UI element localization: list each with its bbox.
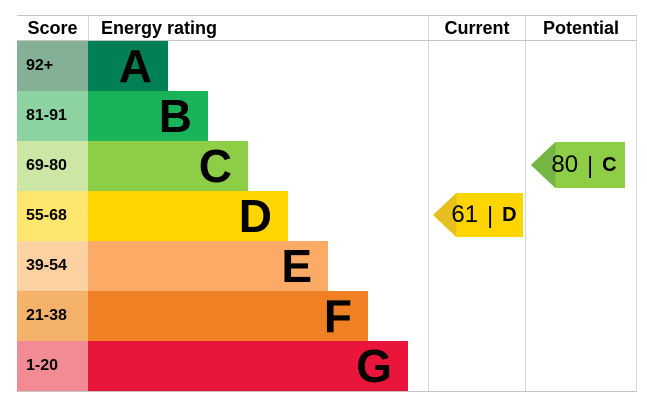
potential-column-cell	[525, 191, 637, 241]
current-column-cell	[428, 141, 525, 191]
current-rating-separator: |	[487, 201, 494, 228]
potential-rating-band: C	[602, 153, 617, 176]
current-column-cell	[428, 91, 525, 141]
band-letter: B	[158, 90, 192, 142]
band-bar: C	[88, 141, 248, 191]
header-current: Current	[428, 16, 525, 40]
header-row: Score Energy rating Current Potential	[17, 15, 637, 41]
potential-column-cell	[525, 91, 637, 141]
band-score-cell: 21-38	[17, 291, 88, 341]
band-bar-area: C	[88, 141, 428, 191]
current-column-cell	[428, 291, 525, 341]
band-row: 1-20 G	[17, 341, 637, 391]
band-row: 21-38 F	[17, 291, 637, 341]
potential-column-cell	[525, 341, 637, 391]
band-letter: D	[238, 190, 272, 242]
band-letter: A	[118, 40, 152, 92]
current-rating-arrow: 61 | D	[433, 193, 523, 237]
band-bar: D	[88, 191, 288, 241]
current-column-cell	[428, 191, 525, 241]
band-bar-area: A	[88, 41, 428, 91]
potential-column-cell	[525, 291, 637, 341]
band-bar-area: G	[88, 341, 428, 391]
header-energy-rating: Energy rating	[88, 16, 428, 40]
band-bar: G	[88, 341, 408, 391]
band-letter: F	[323, 290, 352, 342]
band-bar: A	[88, 41, 168, 91]
band-score-cell: 55-68	[17, 191, 88, 241]
band-bar: B	[88, 91, 208, 141]
band-bar: E	[88, 241, 328, 291]
band-letter: E	[281, 240, 312, 292]
epc-table: Score Energy rating Current Potential 92…	[17, 15, 637, 392]
band-score-cell: 81-91	[17, 91, 88, 141]
band-bar: F	[88, 291, 368, 341]
band-bar-area: B	[88, 91, 428, 141]
potential-column-cell	[525, 41, 637, 91]
band-row: 55-68 D	[17, 191, 637, 241]
band-score-label: 69-80	[26, 157, 67, 174]
current-rating-band: D	[502, 203, 517, 226]
left-pointer-arrow-icon	[531, 142, 625, 188]
band-score-label: 21-38	[26, 307, 67, 324]
current-column-cell	[428, 41, 525, 91]
band-bar-area: E	[88, 241, 428, 291]
current-rating-value: 61	[451, 201, 479, 228]
band-score-label: 39-54	[26, 257, 67, 274]
current-rating-label: 61 | D	[433, 193, 523, 237]
band-row: 69-80 C	[17, 141, 637, 191]
band-score-cell: 69-80	[17, 141, 88, 191]
left-pointer-arrow-icon	[433, 193, 523, 237]
header-score: Score	[27, 18, 78, 38]
band-score-cell: 39-54	[17, 241, 88, 291]
band-row: 81-91 B	[17, 91, 637, 141]
band-letter: C	[198, 140, 232, 192]
band-score-cell: 1-20	[17, 341, 88, 391]
potential-rating-separator: |	[587, 151, 594, 178]
potential-column-cell	[525, 141, 637, 191]
band-score-cell: 92+	[17, 41, 88, 91]
band-row: 39-54 E	[17, 241, 637, 291]
band-score-label: 55-68	[26, 207, 67, 224]
potential-rating-arrow: 80 | C	[531, 142, 625, 188]
header-potential: Potential	[525, 16, 637, 40]
band-rows: 92+ A 81-91 B 69-8	[17, 41, 637, 392]
current-column-cell	[428, 341, 525, 391]
band-score-label: 92+	[26, 57, 54, 74]
band-score-label: 81-91	[26, 107, 67, 124]
band-score-label: 1-20	[26, 357, 59, 374]
potential-column-cell	[525, 241, 637, 291]
potential-rating-value: 80	[551, 151, 579, 178]
band-letter: G	[356, 340, 392, 392]
potential-rating-label: 80 | C	[531, 142, 625, 188]
band-bar-area: D	[88, 191, 428, 241]
current-column-cell	[428, 241, 525, 291]
band-bar-area: F	[88, 291, 428, 341]
band-row: 92+ A	[17, 41, 637, 91]
